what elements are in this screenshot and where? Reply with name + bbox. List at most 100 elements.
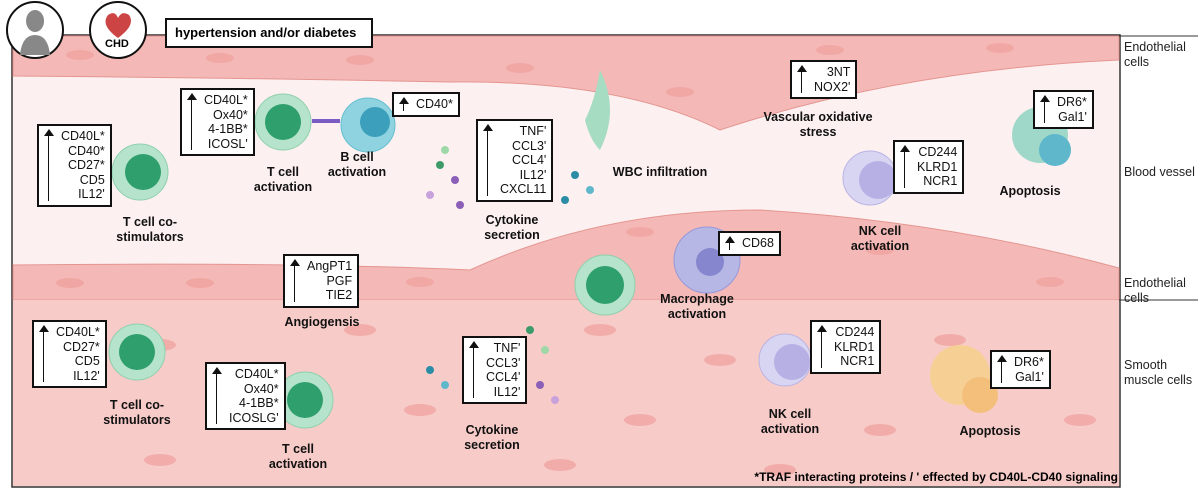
marker: KLRD1	[917, 159, 958, 174]
marker-list: AngPT1 PGF TIE2	[307, 259, 352, 303]
panel-label: Angiogensis	[284, 315, 360, 329]
marker-box: DR6* Gal1'	[1033, 90, 1094, 129]
marker-box: CD40L* Ox40* 4-1BB* ICOSLG'	[205, 362, 286, 430]
marker-box: CD40L* CD27* CD5 IL12'	[32, 320, 107, 388]
side-label: Endothelial cells	[1124, 276, 1186, 305]
marker: TNF'	[519, 124, 547, 138]
marker-list: DR6* Gal1'	[1014, 355, 1044, 384]
marker: CD68	[742, 236, 774, 250]
side-label: Smooth muscle cells	[1124, 358, 1193, 387]
marker: CD5	[74, 354, 100, 368]
marker: IL12'	[78, 187, 105, 201]
marker: CCL4'	[511, 153, 547, 167]
marker-list: CD40L* CD27* CD5 IL12'	[56, 325, 100, 383]
panel-label: B cell activation	[327, 150, 387, 179]
up-arrow	[38, 325, 50, 383]
marker: Ox40*	[243, 381, 279, 396]
up-arrow	[186, 93, 198, 151]
up-arrow	[796, 65, 808, 94]
marker: CCL3'	[486, 355, 521, 370]
marker-box: TNF' CCL3' CCL4' IL12'	[462, 336, 528, 404]
marker-box: TNF' CCL3' CCL4' IL12' CXCL11	[476, 119, 554, 202]
marker-list: CD40L* Ox40* 4-1BB* ICOSLG'	[229, 367, 279, 425]
up-arrow	[468, 341, 480, 399]
panel-label: T cell activation	[268, 442, 328, 471]
marker: 4-1BB*	[208, 122, 248, 136]
marker-box: CD40L* Ox40* 4-1BB* ICOSL'	[180, 88, 255, 156]
panel-label: WBC infiltration	[612, 165, 708, 179]
up-arrow	[398, 97, 410, 112]
panel-label: NK cell activation	[850, 224, 910, 253]
up-arrow	[1039, 95, 1051, 124]
marker-list: CD40L* Ox40* 4-1BB* ICOSL'	[204, 93, 248, 151]
marker: CCL3'	[511, 138, 547, 153]
marker: NCR1	[923, 174, 958, 188]
marker-list: DR6* Gal1'	[1057, 95, 1087, 124]
marker: CD27*	[67, 158, 105, 172]
panel-label: Apoptosis	[999, 184, 1061, 198]
marker: IL12'	[73, 368, 100, 383]
panel-label: Vascular oxidative stress	[763, 110, 873, 139]
marker-box: CD68	[718, 231, 781, 256]
up-arrow	[43, 129, 55, 202]
panel-label: Cytokine secretion	[464, 423, 520, 452]
marker: CD40*	[67, 143, 105, 158]
up-arrow	[482, 123, 494, 197]
marker-box: 3NT NOX2'	[790, 60, 858, 99]
marker-list: TNF' CCL3' CCL4' IL12' CXCL11	[500, 124, 546, 197]
up-arrow	[211, 367, 223, 425]
marker-box: CD40*	[392, 92, 460, 117]
smooth-muscle	[13, 300, 1119, 486]
heart-shape	[105, 13, 131, 38]
marker: CD40L*	[204, 93, 248, 107]
marker: DR6*	[1014, 355, 1044, 369]
marker: NCR1	[840, 354, 875, 368]
marker-list: CD244 KLRD1 NCR1	[834, 325, 874, 369]
up-arrow	[899, 145, 911, 189]
marker-list: CD40*	[416, 97, 453, 112]
marker: CD40L*	[56, 325, 100, 339]
marker: 3NT	[826, 65, 851, 79]
marker-list: CD68	[742, 236, 774, 251]
marker: Ox40*	[213, 107, 248, 122]
panel-label: Apoptosis	[959, 424, 1021, 438]
marker: IL12'	[519, 167, 547, 182]
marker: CD27*	[62, 339, 100, 354]
marker: PGF	[326, 273, 353, 288]
cell-nuclei	[44, 43, 1096, 476]
marker: Gal1'	[1015, 369, 1044, 384]
marker: CD244	[918, 145, 958, 159]
marker: CD40*	[416, 97, 453, 111]
marker: CXCL11	[500, 182, 547, 196]
marker: CD5	[79, 172, 105, 187]
panel-label: NK cell activation	[760, 407, 820, 436]
marker: ICOSLG'	[229, 410, 279, 425]
marker: KLRD1	[834, 339, 875, 354]
marker: IL12'	[493, 384, 521, 399]
endothelium-top	[12, 35, 1120, 131]
marker-box: AngPT1 PGF TIE2	[283, 254, 360, 308]
footnote: *TRAF interacting proteins / ' effected …	[754, 470, 1118, 484]
marker-box: CD244 KLRD1 NCR1	[810, 320, 882, 374]
marker: Gal1'	[1058, 109, 1087, 124]
panel-label: Cytokine secretion	[484, 213, 540, 242]
panel-label: Macrophage activation	[660, 292, 734, 321]
up-arrow	[816, 325, 828, 369]
marker: NOX2'	[814, 79, 851, 94]
marker: AngPT1	[307, 259, 353, 273]
patient-silhouette	[20, 10, 50, 55]
panel-label: T cell co-stimulators	[103, 398, 171, 427]
marker-list: CD244 KLRD1 NCR1	[917, 145, 957, 189]
side-label: Blood vessel	[1124, 165, 1195, 179]
side-label: Endothelial cells	[1124, 40, 1186, 69]
up-arrow	[289, 259, 301, 303]
panel-label: T cell activation	[253, 165, 313, 194]
region-dividers	[1119, 35, 1198, 301]
marker: DR6*	[1057, 95, 1087, 109]
marker-box: CD40L* CD40* CD27* CD5 IL12'	[37, 124, 112, 207]
marker: CD40L*	[234, 367, 279, 381]
marker: TIE2	[325, 288, 353, 302]
condition-box: hypertension and/or diabetes	[165, 18, 373, 48]
marker-box: CD244 KLRD1 NCR1	[893, 140, 965, 194]
